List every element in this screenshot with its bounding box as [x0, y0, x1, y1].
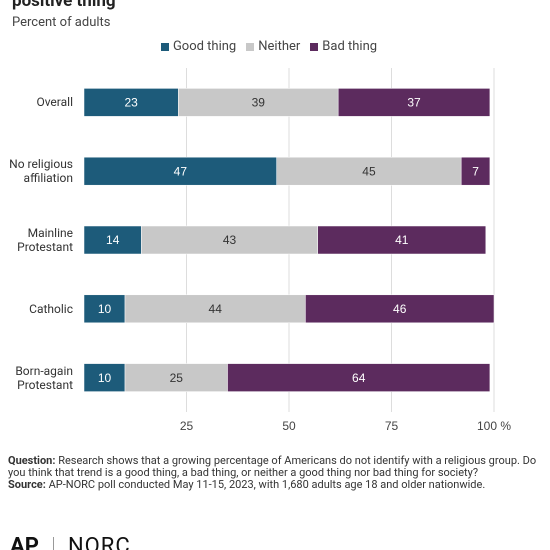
value-label: 44	[209, 302, 223, 316]
value-label: 64	[352, 371, 366, 385]
x-tick-label: 25	[180, 419, 194, 433]
category-label: Catholic	[29, 301, 73, 316]
logo-divider	[52, 536, 54, 550]
category-label: Mainline Protestant	[17, 226, 73, 254]
logo-norc: NORC	[67, 534, 131, 550]
bar-segment	[83, 225, 142, 255]
bar-segment	[317, 225, 487, 255]
category-label: Born-again Protestant	[15, 363, 73, 392]
value-label: 23	[124, 96, 138, 110]
legend-item: Good thing	[160, 39, 237, 54]
source-label: Source:	[8, 478, 46, 491]
x-tick-label: 50	[282, 419, 296, 433]
category-label: Overall	[36, 95, 73, 110]
legend-item: Neither	[246, 39, 300, 54]
legend-item: Bad thing	[310, 39, 377, 54]
bar-segment	[83, 363, 126, 392]
value-label: 41	[395, 233, 409, 247]
chart-subtitle: Percent of adults	[12, 15, 111, 30]
legend: Good thing Neither Bad thing	[84, 39, 454, 54]
bar-segment	[124, 294, 306, 324]
value-label: 45	[362, 164, 376, 178]
x-tick-label: 75	[385, 419, 399, 433]
source: Source: AP-NORC poll conducted May 11-15…	[8, 479, 538, 491]
value-label: 39	[252, 96, 266, 110]
bar-segment	[178, 88, 339, 117]
logos: AP NORC	[10, 534, 131, 550]
legend-swatch	[160, 42, 169, 51]
legend-swatch	[246, 42, 255, 51]
value-label: 10	[98, 371, 112, 385]
value-label: 43	[223, 233, 237, 247]
value-label: 14	[106, 233, 120, 247]
legend-label: Good thing	[172, 39, 237, 54]
value-label: 7	[472, 164, 479, 178]
question-label: Question:	[8, 454, 56, 467]
value-label: 10	[98, 302, 112, 316]
bar-segment	[124, 363, 228, 392]
chart-title: positive thing	[12, 0, 116, 11]
chart: 25 50 75 100 % 23 39 37 47 45 7 14 43 41 10 44 46 10 25 64	[83, 68, 511, 433]
value-label: 46	[393, 302, 407, 316]
value-label: 47	[174, 164, 188, 178]
bar-segment	[337, 88, 491, 117]
bar-segment	[141, 225, 318, 255]
bar-segment	[83, 88, 179, 117]
question: Question: Research shows that a growing …	[8, 455, 538, 479]
source-text: AP-NORC poll conducted May 11-15, 2023, …	[48, 478, 486, 491]
legend-label: Bad thing	[322, 39, 378, 54]
question-text: Research shows that a growing percentage…	[8, 454, 537, 479]
bar-segment	[227, 363, 491, 392]
bar-segment	[276, 156, 462, 186]
legend-swatch	[310, 42, 319, 51]
footer: Question: Research shows that a growing …	[8, 455, 538, 491]
bar-segment	[83, 294, 126, 324]
bar-segment	[305, 294, 495, 324]
category-label: No religious affiliation	[9, 157, 73, 186]
logo-ap: AP	[10, 534, 39, 550]
value-label: 37	[407, 96, 421, 110]
x-tick-label: 100 %	[477, 419, 511, 433]
legend-label: Neither	[258, 39, 301, 54]
bar-segment	[460, 156, 491, 186]
value-label: 25	[170, 371, 184, 385]
bar-segment	[83, 156, 277, 186]
